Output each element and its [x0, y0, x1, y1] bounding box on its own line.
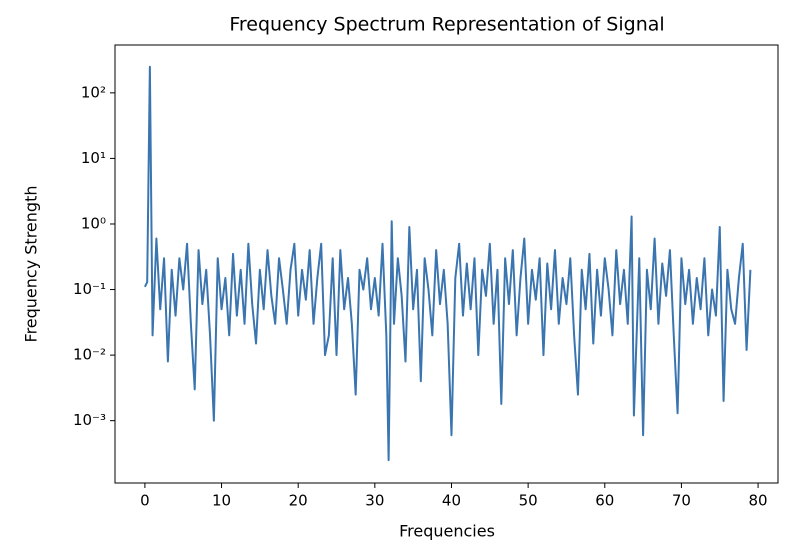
x-tick-label: 60 — [595, 492, 614, 510]
x-tick-label: 0 — [140, 492, 150, 510]
x-tick-label: 40 — [442, 492, 461, 510]
x-tick-label: 50 — [519, 492, 538, 510]
y-tick-label: 10¹ — [81, 149, 106, 167]
chart-title: Frequency Spectrum Representation of Sig… — [229, 14, 664, 36]
y-tick-label: 10⁰ — [81, 214, 106, 232]
line-series — [143, 65, 752, 462]
plot-frame — [114, 44, 779, 484]
x-tick-label: 20 — [289, 492, 308, 510]
y-tick-label: 10⁻² — [73, 346, 106, 364]
x-axis-label: Frequencies — [399, 522, 495, 541]
y-axis-label: Frequency Strength — [22, 186, 41, 343]
x-tick-label: 70 — [672, 492, 691, 510]
y-tick-label: 10⁻¹ — [73, 280, 106, 298]
y-tick-label: 10² — [81, 83, 106, 101]
x-tick-label: 10 — [212, 492, 231, 510]
x-tick-label: 80 — [749, 492, 768, 510]
x-tick-label: 30 — [365, 492, 384, 510]
y-tick-label: 10⁻³ — [73, 411, 106, 429]
